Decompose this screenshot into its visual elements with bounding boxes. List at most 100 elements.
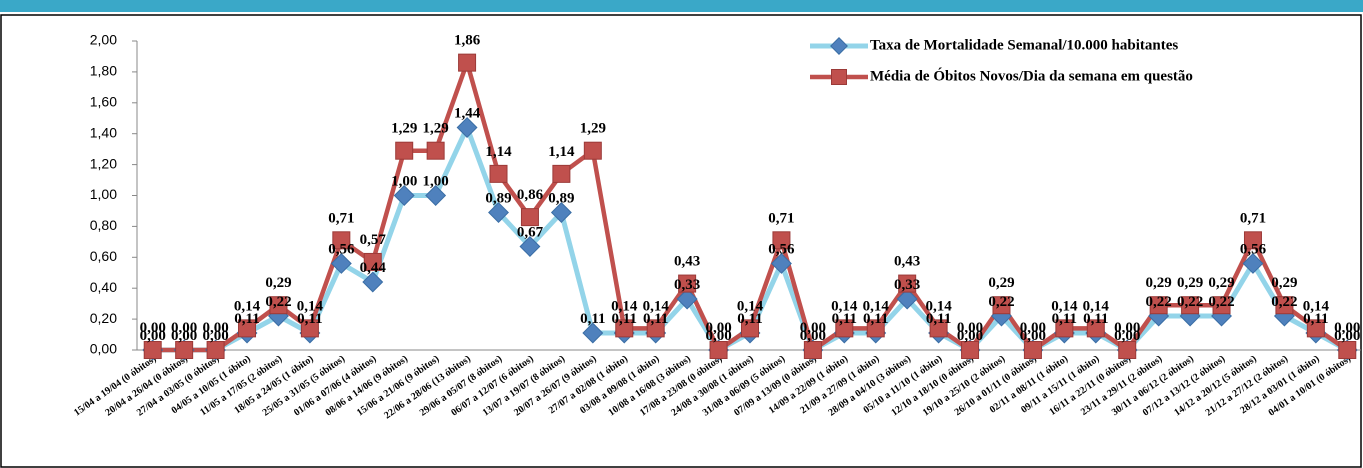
data-label: 0,11 (580, 311, 605, 327)
data-label: 1,14 (548, 144, 575, 160)
data-label: 0,71 (328, 210, 354, 226)
data-label: 1,29 (391, 121, 417, 137)
data-point (1242, 253, 1264, 274)
data-point (992, 296, 1011, 315)
data-label: 0,67 (517, 224, 544, 240)
top-band (0, 0, 1363, 12)
data-label: 0,00 (171, 320, 197, 336)
data-point (1118, 341, 1137, 359)
data-point (1149, 296, 1168, 315)
data-point (898, 274, 917, 293)
data-point (332, 231, 351, 250)
data-point (363, 252, 382, 271)
data-label: 0,29 (1177, 275, 1203, 291)
y-tick-label: 1,40 (90, 124, 117, 140)
data-label: 0,71 (768, 210, 794, 226)
data-label: 0,89 (485, 190, 511, 206)
data-label: 0,11 (1052, 311, 1077, 327)
data-point (206, 341, 225, 359)
data-label: 0,11 (1303, 311, 1328, 327)
data-point (709, 341, 728, 359)
data-label: 0,00 (705, 328, 731, 344)
data-label: 0,00 (202, 328, 228, 344)
data-label: 0,00 (1114, 320, 1140, 336)
data-point (143, 341, 162, 359)
data-point (488, 202, 509, 223)
data-label: 0,33 (894, 277, 920, 293)
data-point (615, 319, 634, 338)
data-point (1243, 231, 1262, 250)
chart-frame (0, 14, 1362, 468)
data-label: 0,11 (863, 311, 888, 327)
data-point (582, 322, 604, 344)
data-label: 0,11 (234, 311, 259, 327)
legend-label: Taxa de Mortalidade Semanal/10.000 habit… (870, 37, 1178, 53)
data-point (330, 253, 352, 274)
y-tick-label: 1,00 (90, 186, 117, 202)
data-point (456, 117, 478, 138)
data-point (1181, 296, 1200, 315)
data-label: 0,22 (265, 294, 291, 310)
y-tick-label: 0,80 (90, 217, 117, 233)
data-label: 0,14 (234, 298, 261, 314)
data-point (646, 319, 665, 338)
data-point (835, 319, 854, 338)
data-label: 0,22 (1271, 294, 1297, 310)
data-label: 0,11 (297, 311, 322, 327)
data-point (426, 141, 445, 160)
data-label: 0,00 (705, 320, 731, 336)
data-label: 0,00 (1114, 328, 1140, 344)
data-point (741, 319, 759, 338)
data-label: 0,29 (988, 275, 1014, 291)
data-label: 1,86 (454, 33, 481, 49)
data-point (676, 288, 698, 310)
data-label: 0,00 (140, 320, 166, 336)
data-point (395, 141, 414, 160)
legend-marker (830, 37, 848, 55)
data-label: 0,29 (1146, 275, 1172, 291)
data-point (550, 202, 572, 223)
data-point (866, 319, 885, 338)
data-label: 0,57 (360, 232, 387, 248)
data-point (772, 231, 791, 250)
data-point (520, 208, 539, 227)
data-label: 0,43 (674, 254, 700, 270)
data-label: 0,11 (612, 311, 637, 327)
data-point (269, 296, 288, 315)
data-label: 0,00 (957, 328, 983, 344)
y-tick-label: 2,00 (90, 32, 117, 48)
data-point (519, 236, 541, 257)
data-point (362, 271, 384, 293)
data-label: 0,14 (1051, 298, 1078, 314)
data-point (1212, 296, 1231, 315)
data-point (1275, 296, 1294, 315)
data-label: 1,44 (454, 106, 481, 122)
data-label: 0,56 (328, 241, 355, 257)
data-label: 0,11 (737, 311, 762, 327)
y-tick-label: 0,20 (90, 310, 117, 326)
data-label: 0,71 (1240, 210, 1266, 226)
data-label: 0,11 (643, 311, 668, 327)
data-label: 0,14 (737, 298, 764, 314)
data-label: 0,22 (988, 294, 1014, 310)
data-label: 0,14 (643, 298, 670, 314)
data-label: 0,22 (1177, 294, 1203, 310)
data-point (803, 341, 822, 359)
data-label: 0,00 (800, 320, 826, 336)
data-label: 0,00 (1020, 328, 1046, 344)
y-tick-label: 0,00 (90, 341, 117, 357)
data-label: 0,00 (1334, 320, 1360, 336)
data-label: 0,56 (768, 241, 795, 257)
data-label: 1,14 (485, 144, 512, 160)
data-label: 1,00 (423, 174, 449, 190)
data-label: 0,33 (674, 277, 700, 293)
data-point (175, 341, 194, 359)
data-point (1338, 341, 1357, 359)
y-tick-label: 1,20 (90, 155, 117, 171)
data-label: 0,14 (297, 298, 324, 314)
data-point (1086, 319, 1105, 338)
data-label: 0,89 (548, 190, 574, 206)
data-label: 0,14 (831, 298, 858, 314)
data-label: 0,00 (1020, 320, 1046, 336)
